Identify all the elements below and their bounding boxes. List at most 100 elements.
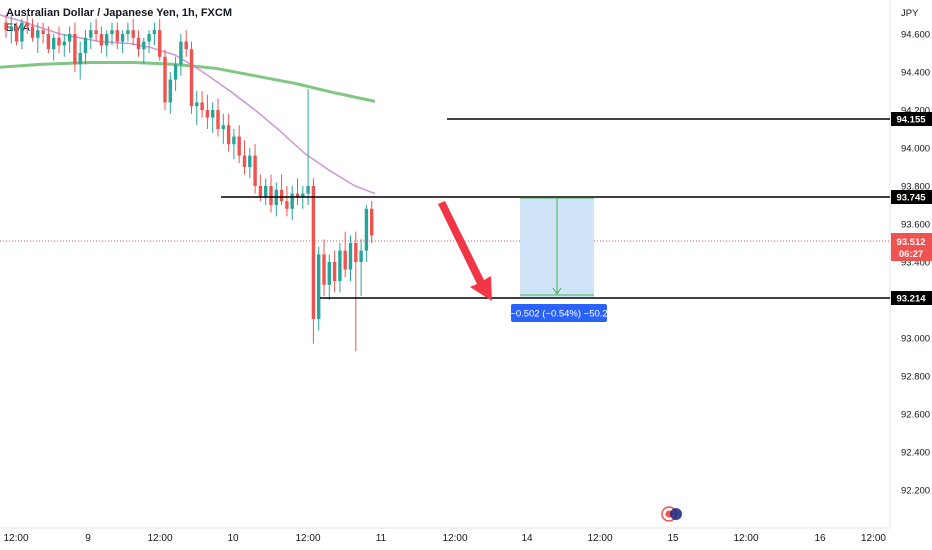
- candle-body[interactable]: [332, 262, 337, 281]
- candle-body[interactable]: [237, 136, 241, 156]
- candle-body[interactable]: [359, 250, 363, 262]
- price-tick-label: 92.200: [901, 486, 930, 497]
- candle-body[interactable]: [242, 155, 247, 167]
- time-axis[interactable]: 12:00 9 12:00 10 12:00 11 12:00 14 12:00 15 12:00 1…: [3, 533, 886, 544]
- candle-body[interactable]: [200, 102, 204, 110]
- price-tick-label: 92.400: [901, 448, 930, 459]
- time-tick-label: 12:00: [861, 533, 886, 544]
- candle-body[interactable]: [67, 34, 72, 42]
- candle-body[interactable]: [9, 26, 13, 31]
- time-tick-label: 10: [227, 533, 239, 544]
- candle-body[interactable]: [115, 30, 119, 42]
- candle-body[interactable]: [4, 22, 8, 31]
- candle-body[interactable]: [46, 34, 51, 50]
- candle-body[interactable]: [73, 34, 77, 65]
- candle-body[interactable]: [14, 26, 19, 42]
- candle-body[interactable]: [279, 189, 284, 202]
- measure-arrow-head: [552, 287, 562, 295]
- candle-body[interactable]: [30, 26, 35, 38]
- candle-body[interactable]: [322, 254, 326, 285]
- candle-body[interactable]: [195, 102, 199, 107]
- candle-body[interactable]: [221, 125, 225, 129]
- candle-body[interactable]: [343, 250, 347, 270]
- event-marker-icon[interactable]: [661, 506, 682, 522]
- candle-body[interactable]: [285, 201, 289, 209]
- candle-body[interactable]: [126, 30, 130, 34]
- candle-body[interactable]: [232, 136, 236, 145]
- candle-body[interactable]: [110, 30, 114, 34]
- candle-body[interactable]: [189, 49, 194, 107]
- price-tick-label: 94.000: [901, 144, 930, 155]
- measure-label-box: [511, 304, 607, 322]
- candle-body[interactable]: [52, 37, 56, 50]
- candle-body[interactable]: [136, 37, 141, 50]
- price-tick-label: 94.600: [901, 30, 930, 41]
- candle-body[interactable]: [120, 34, 125, 42]
- candle-body[interactable]: [290, 193, 294, 209]
- candle-body[interactable]: [364, 208, 369, 251]
- candle-body[interactable]: [248, 155, 252, 167]
- tag-support-text: 93.214: [896, 294, 926, 305]
- candle-body[interactable]: [105, 34, 109, 46]
- candle-body[interactable]: [370, 208, 374, 236]
- measure-label: −0.502 (−0.54%) −50.2: [510, 309, 607, 320]
- candle-body[interactable]: [211, 110, 215, 118]
- time-tick-label: 16: [814, 533, 826, 544]
- candle-body[interactable]: [20, 22, 24, 42]
- candle-body[interactable]: [354, 243, 358, 262]
- candle-body[interactable]: [269, 186, 273, 205]
- time-tick-label: 12:00: [733, 533, 758, 544]
- tag-current-price: [891, 233, 932, 261]
- candle-body[interactable]: [94, 30, 98, 34]
- tag-resistance-upper-text: 94.155: [896, 115, 926, 126]
- candle-body[interactable]: [57, 37, 61, 46]
- candle-body[interactable]: [41, 30, 45, 34]
- candle-body[interactable]: [327, 262, 331, 285]
- candle-body[interactable]: [78, 53, 82, 65]
- time-tick-label: 12:00: [587, 533, 612, 544]
- symbol-title[interactable]: Australian Dollar / Japanese Yen, 1h, FX…: [6, 7, 232, 19]
- candle-body[interactable]: [99, 34, 104, 46]
- candlestick-series[interactable]: [4, 15, 374, 352]
- candle-body[interactable]: [163, 56, 167, 103]
- candle-body[interactable]: [83, 37, 88, 53]
- candle-body[interactable]: [168, 79, 172, 103]
- candle-body[interactable]: [147, 34, 151, 42]
- candle-body[interactable]: [253, 155, 257, 186]
- candle-body[interactable]: [131, 30, 135, 38]
- candle-body[interactable]: [338, 250, 342, 281]
- candle-body[interactable]: [158, 30, 162, 57]
- time-tick-label: 14: [521, 533, 533, 544]
- candle-body[interactable]: [205, 110, 210, 118]
- candle-body[interactable]: [348, 243, 353, 270]
- candle-body[interactable]: [25, 22, 29, 27]
- candle-body[interactable]: [62, 41, 66, 46]
- candle-body[interactable]: [152, 30, 157, 34]
- candle-body[interactable]: [264, 186, 268, 198]
- price-axis[interactable]: JPY 94.600 94.400 94.200 94.000 93.800 93.600…: [901, 8, 930, 497]
- ema-slow-line[interactable]: [0, 61, 376, 103]
- tag-resistance-mid: [891, 190, 932, 204]
- candle-body[interactable]: [89, 30, 93, 38]
- tag-resistance-upper: [891, 112, 932, 126]
- price-tick-label: 93.600: [901, 220, 930, 231]
- candle-body[interactable]: [301, 193, 305, 198]
- time-tick-label: 12:00: [3, 533, 28, 544]
- price-tick-label: 93.400: [901, 258, 930, 269]
- candle-body[interactable]: [179, 41, 183, 65]
- candle-body[interactable]: [216, 110, 220, 129]
- candle-body[interactable]: [317, 254, 321, 319]
- candle-body[interactable]: [173, 64, 178, 80]
- tag-support: [891, 291, 932, 305]
- down-arrow-icon[interactable]: [438, 201, 492, 301]
- candle-body[interactable]: [295, 193, 300, 198]
- candle-body[interactable]: [226, 125, 231, 145]
- candle-body[interactable]: [36, 30, 40, 38]
- candle-body[interactable]: [258, 186, 263, 198]
- candle-body[interactable]: [184, 41, 188, 50]
- time-tick-label: 15: [667, 533, 679, 544]
- candle-body[interactable]: [142, 41, 146, 50]
- candle-body[interactable]: [306, 186, 310, 194]
- candle-body[interactable]: [311, 186, 316, 319]
